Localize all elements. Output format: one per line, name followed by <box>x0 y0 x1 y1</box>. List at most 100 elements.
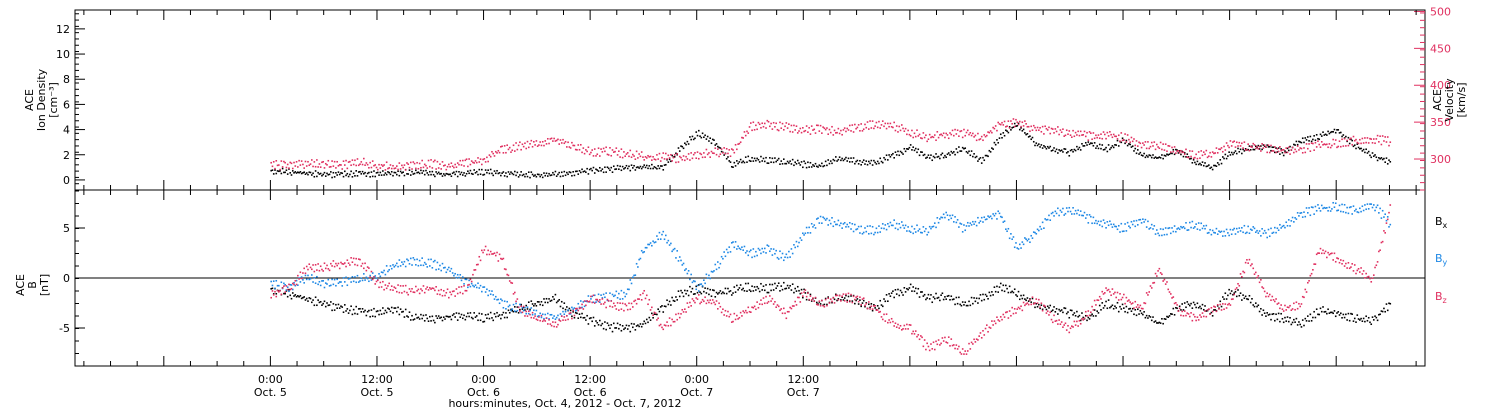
data-point <box>835 293 837 296</box>
data-point <box>1347 312 1350 315</box>
data-point <box>1139 310 1142 312</box>
data-point <box>1289 145 1291 148</box>
data-point <box>540 300 543 303</box>
data-point <box>1162 280 1164 282</box>
data-point <box>409 161 412 164</box>
data-point <box>465 158 468 160</box>
data-point <box>1268 145 1271 148</box>
data-point <box>601 297 604 299</box>
data-point <box>524 175 526 178</box>
data-point <box>451 290 454 293</box>
data-point <box>363 157 365 160</box>
data-point <box>1359 147 1361 150</box>
data-point <box>700 283 703 285</box>
data-point <box>412 161 415 163</box>
data-point <box>1328 253 1331 256</box>
data-point <box>840 159 842 162</box>
data-point <box>559 320 562 322</box>
data-point <box>1095 134 1097 137</box>
data-point <box>686 140 689 143</box>
data-point <box>668 300 671 303</box>
data-point <box>1068 206 1071 209</box>
data-point <box>323 171 326 174</box>
data-point <box>941 216 944 219</box>
data-point <box>1291 216 1294 219</box>
data-point <box>890 224 893 227</box>
data-point <box>970 150 973 152</box>
data-point <box>677 312 680 315</box>
data-point <box>314 264 317 266</box>
data-point <box>694 301 696 304</box>
data-point <box>776 159 779 162</box>
data-point <box>1386 163 1389 165</box>
data-point <box>1238 294 1241 297</box>
data-point <box>1317 252 1319 254</box>
data-point <box>607 167 610 170</box>
data-point <box>850 293 852 296</box>
data-point <box>596 153 599 156</box>
data-point <box>1091 313 1093 316</box>
data-point <box>336 264 338 267</box>
data-point <box>1272 146 1275 149</box>
data-point <box>823 303 826 306</box>
data-point <box>653 313 656 315</box>
data-point <box>1072 313 1074 316</box>
data-point <box>1125 230 1128 232</box>
data-point <box>439 173 441 175</box>
data-point <box>1055 130 1058 133</box>
data-point <box>460 313 463 316</box>
data-point <box>1031 237 1034 239</box>
data-point <box>552 321 554 323</box>
data-point <box>1206 156 1209 159</box>
data-point <box>319 166 322 168</box>
data-point <box>979 294 982 296</box>
data-point <box>827 296 829 298</box>
data-point <box>1280 148 1282 150</box>
data-point <box>994 125 997 127</box>
data-point <box>324 175 327 177</box>
data-point <box>535 175 538 178</box>
data-point <box>436 317 439 319</box>
data-point <box>987 131 989 133</box>
data-point <box>1246 259 1248 261</box>
data-point <box>1107 144 1110 146</box>
data-point <box>951 129 954 132</box>
data-point <box>956 219 959 221</box>
data-point <box>350 305 352 308</box>
data-point <box>755 308 757 311</box>
data-point <box>335 303 337 306</box>
data-point <box>467 284 469 286</box>
data-point <box>1121 303 1124 306</box>
data-point <box>1314 316 1317 319</box>
data-point <box>1159 272 1162 274</box>
data-point <box>1187 303 1190 306</box>
data-point <box>737 162 739 165</box>
data-point <box>1260 279 1262 281</box>
data-point <box>1107 135 1110 137</box>
data-point <box>689 136 691 138</box>
data-point <box>305 265 308 268</box>
data-point <box>493 170 496 172</box>
data-point <box>1128 308 1130 310</box>
data-point <box>668 157 671 159</box>
data-point <box>818 300 821 303</box>
data-point <box>370 270 373 273</box>
data-point <box>984 218 987 221</box>
data-point <box>1219 231 1222 233</box>
data-point <box>1062 311 1064 314</box>
data-point <box>1158 321 1161 324</box>
data-point <box>817 166 819 168</box>
data-point <box>468 172 470 175</box>
data-point <box>352 308 355 311</box>
data-point <box>351 313 354 316</box>
data-point <box>354 159 356 162</box>
data-point <box>982 221 984 223</box>
data-point <box>1091 138 1093 141</box>
data-point <box>1123 230 1125 233</box>
data-point <box>920 151 922 153</box>
data-point <box>1081 142 1083 145</box>
data-point <box>493 155 496 157</box>
data-point <box>864 304 866 307</box>
data-point <box>757 287 760 290</box>
data-point <box>1275 231 1277 234</box>
